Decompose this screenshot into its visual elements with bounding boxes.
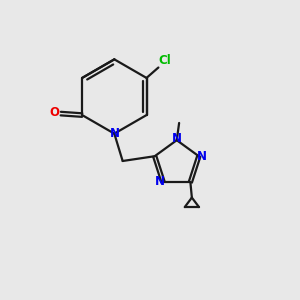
Text: N: N	[172, 132, 182, 145]
Text: N: N	[110, 127, 120, 140]
Text: Cl: Cl	[159, 54, 171, 67]
Text: N: N	[197, 150, 207, 163]
Text: N: N	[155, 175, 165, 188]
Text: O: O	[49, 106, 59, 119]
